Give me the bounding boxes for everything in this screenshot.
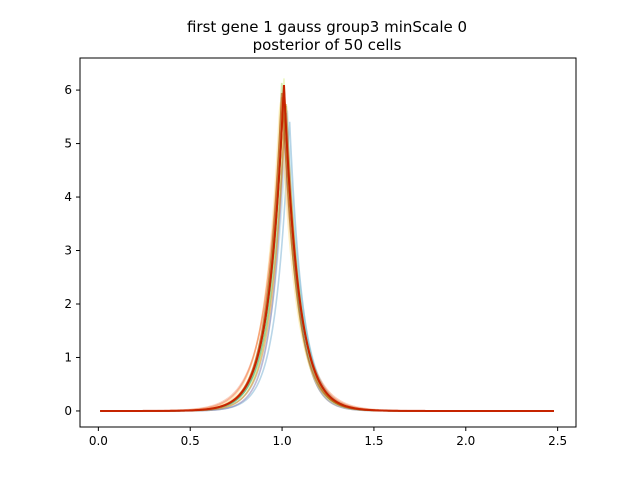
y-tick-label: 4 [64, 190, 72, 204]
x-tick-label: 2.0 [456, 434, 475, 448]
series-line-15 [100, 86, 554, 412]
x-tick-label: 0.5 [181, 434, 200, 448]
y-tick-label: 3 [64, 244, 72, 258]
x-tick-label: 0.0 [89, 434, 108, 448]
x-axis-ticks: 0.0 0.5 1.0 1.5 2.0 2.5 [89, 427, 567, 448]
series-line-14 [100, 92, 554, 412]
series-line-7 [100, 121, 554, 412]
series-line-9 [100, 102, 554, 412]
chart-subtitle: posterior of 50 cells [253, 36, 402, 54]
series-line-11 [100, 86, 554, 412]
series-line-1 [100, 133, 554, 412]
x-tick-label: 2.5 [548, 434, 567, 448]
series-line-6 [100, 110, 554, 412]
y-tick-label: 2 [64, 297, 72, 311]
series-line-8 [100, 112, 554, 412]
chart-title: first gene 1 gauss group3 minScale 0 [187, 18, 467, 36]
plot-frame [79, 57, 577, 428]
y-tick-label: 1 [64, 350, 72, 364]
series-line-3 [100, 82, 554, 412]
series-line-2 [100, 112, 554, 412]
series-line-4 [100, 78, 554, 412]
y-tick-label: 6 [64, 83, 72, 97]
series-line-13 [100, 88, 554, 412]
y-axis-ticks: 0 1 2 3 4 5 6 [64, 83, 80, 418]
x-tick-label: 1.0 [273, 434, 292, 448]
series-line-12 [100, 103, 554, 412]
series-line-5 [100, 105, 554, 412]
series-line-10 [100, 97, 554, 412]
y-tick-label: 0 [64, 404, 72, 418]
series-curves [100, 78, 554, 412]
series-line-16 [100, 85, 554, 412]
x-tick-label: 1.5 [364, 434, 383, 448]
y-tick-label: 5 [64, 137, 72, 151]
